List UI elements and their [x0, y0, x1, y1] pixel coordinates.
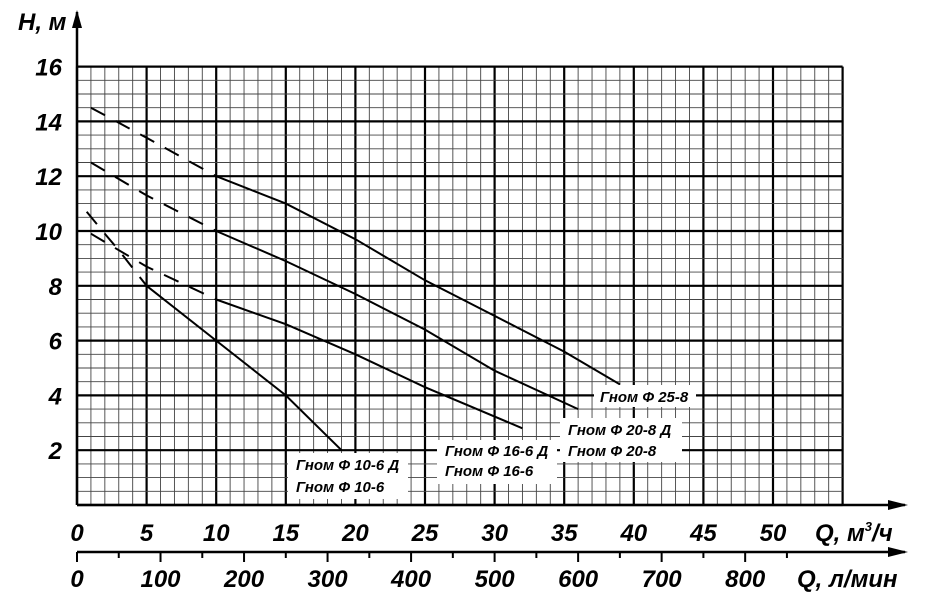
y-tick-label: 4 — [48, 383, 62, 410]
x-tick-label: 20 — [341, 520, 369, 547]
x2-axis-arrow — [888, 547, 908, 557]
y-tick-label: 16 — [35, 55, 62, 82]
x-tick-label: 40 — [619, 520, 647, 547]
x2-tick-label: 200 — [223, 566, 265, 593]
curve-solid — [215, 298, 523, 430]
x-axis-label: Q, м3/ч — [815, 519, 893, 547]
x-tick-label: 35 — [551, 520, 578, 547]
series-label: Гном Ф 10-6 Д — [296, 457, 399, 474]
series-label: Гном Ф 20-8 — [568, 443, 657, 460]
y-tick-label: 8 — [49, 274, 63, 301]
x-tick-label: 45 — [689, 520, 717, 547]
x-tick-label: 0 — [70, 520, 84, 547]
x2-tick-label: 700 — [642, 566, 683, 593]
y-axis-arrow — [72, 10, 82, 28]
x2-tick-label: 400 — [390, 566, 432, 593]
x-tick-label: 50 — [760, 520, 787, 547]
curve-solid — [215, 230, 579, 411]
series-curve — [90, 232, 523, 430]
curve-solid — [215, 175, 621, 386]
curve-dashed — [90, 106, 217, 178]
x2-tick-label: 600 — [558, 566, 599, 593]
series-label-bg — [437, 440, 557, 484]
series-label-bg — [560, 418, 682, 462]
x2-axis-label: Q, л/мин — [797, 566, 898, 593]
x-tick-label: 25 — [411, 520, 439, 547]
series-label-bg — [594, 385, 696, 407]
curve-dashed — [90, 161, 217, 232]
x-tick-label: 30 — [481, 520, 508, 547]
x2-tick-label: 500 — [475, 566, 516, 593]
y-tick-label: 2 — [48, 438, 63, 465]
x-tick-label: 5 — [140, 520, 154, 547]
series-label: Гном Ф 16-6 — [445, 463, 534, 480]
y-tick-label: 12 — [35, 164, 62, 191]
x-tick-label: 15 — [272, 520, 299, 547]
curve-dashed — [85, 211, 148, 287]
curve-solid — [145, 285, 343, 451]
y-tick-label: 10 — [35, 219, 62, 246]
x2-tick-label: 300 — [308, 566, 349, 593]
x2-tick-label: 800 — [725, 566, 766, 593]
x2-tick-label: 0 — [70, 566, 84, 593]
series-label-bg — [288, 453, 408, 499]
series-label: Гном Ф 16-6 Д — [445, 443, 548, 460]
x-axis-arrow — [888, 500, 908, 510]
series-label: Гном Ф 10-6 — [296, 479, 385, 496]
x-tick-label: 10 — [203, 520, 230, 547]
series-curve — [85, 211, 343, 451]
y-axis-label: H, м — [18, 9, 67, 36]
series-label: Гном Ф 25-8 — [600, 389, 689, 406]
y-tick-label: 14 — [35, 109, 62, 136]
curve-dashed — [90, 232, 217, 301]
series-curve — [90, 106, 621, 386]
y-tick-label: 6 — [49, 329, 63, 356]
series-label: Гном Ф 20-8 Д — [568, 422, 671, 439]
series-curve — [90, 161, 579, 411]
x2-tick-label: 100 — [140, 566, 181, 593]
